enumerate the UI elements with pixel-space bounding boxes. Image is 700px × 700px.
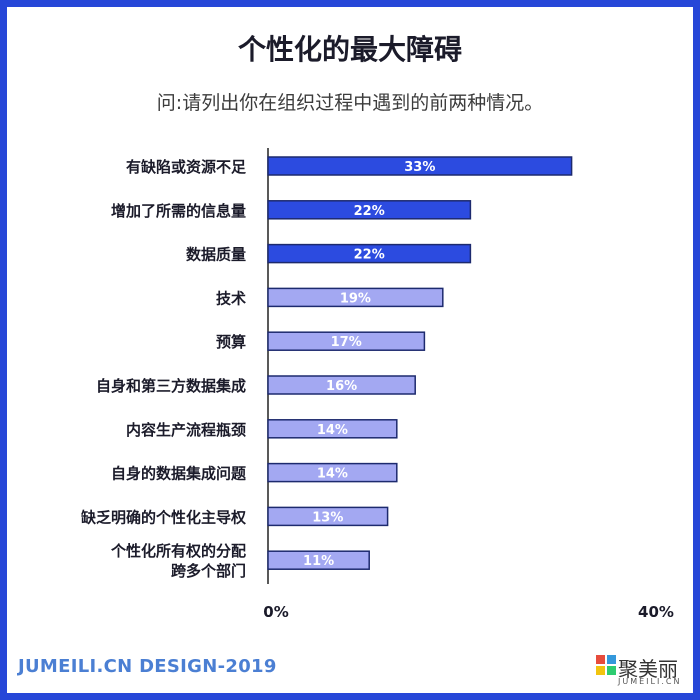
x-tick-label: 0% — [263, 603, 288, 621]
bar-value-label: 22% — [354, 248, 385, 263]
logo-subtext: JUMEILI.CN — [618, 677, 682, 686]
bar-value-label: 11% — [303, 554, 334, 569]
category-label: 增加了所需的信息量 — [111, 202, 246, 220]
bar-value-label: 14% — [317, 467, 348, 482]
category-label: 数据质量 — [186, 246, 246, 264]
bar-value-label: 22% — [354, 204, 385, 219]
footer-brand-text: JUMEILI.CN DESIGN-2019 — [18, 656, 277, 677]
bar — [267, 375, 416, 395]
chart-title: 个性化的最大障碍 — [237, 33, 462, 66]
bar — [267, 550, 370, 570]
bar — [267, 200, 472, 220]
bar-value-label: 13% — [312, 510, 343, 525]
bar — [267, 419, 398, 439]
category-label: 跨多个部门 — [171, 562, 246, 580]
bar-value-label: 17% — [331, 335, 362, 350]
bar-value-label: 33% — [404, 160, 435, 175]
category-label: 自身的数据集成问题 — [111, 465, 247, 483]
chart-subtitle: 问:请列出你在组织过程中遇到的前两种情况。 — [156, 92, 544, 114]
logo-grid-icon — [596, 655, 616, 675]
category-label: 技术 — [216, 289, 246, 307]
category-label: 个性化所有权的分配 — [110, 542, 246, 560]
bar-value-label: 16% — [326, 379, 357, 394]
logo-name: 聚美丽 — [618, 657, 678, 681]
x-tick-label: 40% — [638, 603, 674, 621]
bar — [267, 156, 573, 176]
bar-value-label: 14% — [317, 423, 348, 438]
category-label: 预算 — [216, 333, 246, 351]
bar — [267, 287, 444, 308]
category-label: 自身和第三方数据集成 — [96, 377, 246, 395]
category-label: 有缺陷或资源不足 — [126, 158, 247, 176]
brand-logo: 聚美丽 JUMEILI.CN — [596, 653, 688, 689]
category-label: 内容生产流程瓶颈 — [126, 421, 246, 439]
bar — [267, 243, 472, 264]
bar-value-label: 19% — [340, 291, 371, 306]
category-label: 缺乏明确的个性化主导权 — [80, 508, 247, 526]
bar — [267, 462, 398, 483]
bar — [267, 506, 389, 527]
bar — [267, 331, 426, 351]
